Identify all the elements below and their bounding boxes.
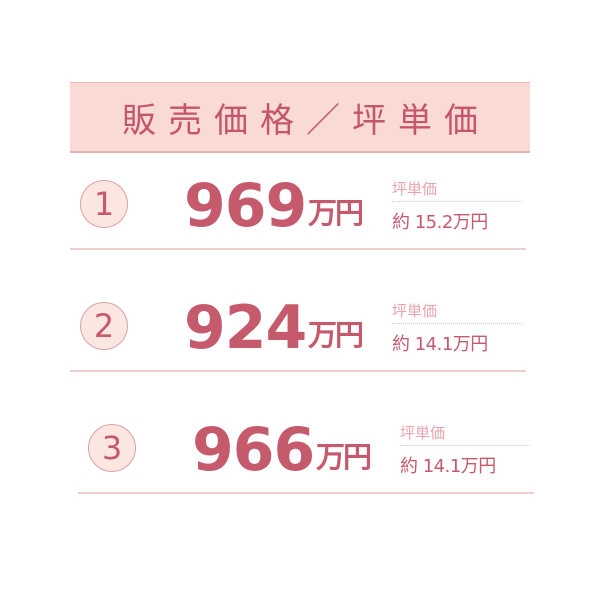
dotted-divider xyxy=(400,445,530,446)
header-title: 販売価格／坪単価 xyxy=(122,100,490,141)
dotted-divider xyxy=(392,201,522,202)
tsubo-label: 坪単価 xyxy=(392,180,438,198)
tsubo-label: 坪単価 xyxy=(400,424,446,442)
tsubo-value: 約 14.1万円 xyxy=(400,456,496,477)
dotted-divider xyxy=(392,323,522,324)
number-badge: 2 xyxy=(80,302,128,350)
number-badge: 1 xyxy=(80,180,128,228)
price-value: 969 xyxy=(184,171,307,241)
price-row-2: 2 924 万円 坪単価 約 14.1万円 xyxy=(70,290,526,372)
price-value: 924 xyxy=(184,293,307,363)
tsubo-value: 約 14.1万円 xyxy=(392,334,488,355)
price-row-1: 1 969 万円 坪単価 約 15.2万円 xyxy=(70,168,526,250)
section-header: 販売価格／坪単価 xyxy=(70,82,530,153)
price-unit: 万円 xyxy=(316,440,372,474)
price-unit: 万円 xyxy=(308,196,364,230)
price-row-3: 3 966 万円 坪単価 約 14.1万円 xyxy=(78,412,534,494)
price-value: 966 xyxy=(192,415,315,485)
tsubo-label: 坪単価 xyxy=(392,302,438,320)
number-badge: 3 xyxy=(88,424,136,472)
tsubo-value: 約 15.2万円 xyxy=(392,212,488,233)
price-unit: 万円 xyxy=(308,318,364,352)
